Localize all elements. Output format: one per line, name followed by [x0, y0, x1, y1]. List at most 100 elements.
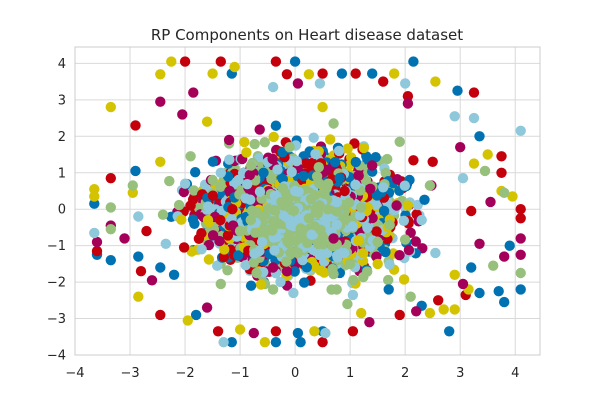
scatter-point: [207, 68, 218, 79]
chart-title: RP Components on Heart disease dataset: [151, 26, 463, 44]
scatter-point: [342, 298, 353, 310]
scatter-point: [399, 234, 411, 245]
scatter-point: [303, 69, 315, 80]
scatter-point: [499, 187, 510, 198]
scatter-point: [310, 148, 321, 160]
scatter-point: [105, 202, 117, 213]
scatter-point: [303, 213, 315, 224]
scatter-point: [362, 222, 373, 233]
scatter-point: [299, 277, 310, 288]
scatter-point: [196, 228, 207, 239]
scatter-point: [239, 136, 250, 148]
scatter-point: [234, 324, 246, 335]
scatter-point: [370, 152, 381, 163]
scatter-point: [392, 174, 403, 185]
scatter-point: [207, 174, 218, 186]
scatter-point: [338, 212, 349, 223]
scatter-point: [466, 205, 477, 217]
scatter-point: [354, 210, 366, 221]
scatter-point: [281, 69, 293, 80]
scatter-point: [270, 120, 282, 131]
scatter-point: [367, 160, 378, 171]
scatter-point: [474, 287, 485, 299]
data-points: [89, 56, 526, 348]
scatter-point: [455, 142, 466, 153]
scatter-point: [141, 225, 152, 237]
x-tick-label: −2: [175, 366, 194, 381]
scatter-point: [430, 76, 441, 87]
scatter-point: [468, 87, 480, 98]
scatter-point: [119, 233, 130, 244]
scatter-point: [331, 284, 342, 295]
scatter-point: [201, 116, 213, 127]
scatter-point: [308, 132, 319, 143]
scatter-point: [215, 181, 226, 192]
scatter-point: [292, 247, 304, 259]
scatter-point: [179, 178, 191, 189]
scatter-point: [402, 91, 414, 102]
scatter-point: [188, 87, 199, 98]
scatter-point: [223, 134, 235, 146]
scatter-point: [383, 284, 394, 295]
scatter-point: [515, 125, 526, 136]
scatter-point: [339, 185, 350, 197]
scatter-point: [241, 147, 252, 158]
scatter-point: [130, 120, 141, 131]
scatter-point: [507, 191, 518, 202]
scatter-point: [203, 254, 215, 265]
scatter-point: [515, 284, 526, 295]
scatter-point: [302, 237, 313, 249]
scatter-point: [305, 193, 317, 205]
scatter-point: [214, 235, 225, 247]
scatter-point: [155, 96, 166, 107]
scatter-point: [267, 81, 279, 93]
scatter-point: [176, 214, 187, 225]
scatter-point: [222, 265, 233, 276]
scatter-point: [135, 266, 147, 277]
scatter-point: [289, 56, 301, 67]
scatter-point: [202, 201, 214, 212]
scatter-point: [259, 337, 271, 348]
scatter-point: [350, 156, 361, 168]
scatter-point: [444, 326, 455, 337]
scatter-point: [389, 68, 400, 79]
scatter-point: [391, 200, 402, 211]
scatter-point: [356, 202, 367, 213]
scatter-point: [367, 68, 378, 79]
scatter-point: [190, 167, 201, 178]
scatter-point: [430, 247, 441, 259]
scatter-point: [332, 206, 343, 217]
scatter-point: [315, 224, 326, 235]
scatter-point: [155, 309, 166, 321]
scatter-point: [215, 278, 226, 290]
scatter-point: [372, 236, 383, 248]
x-tick-label: 2: [401, 366, 409, 381]
scatter-point: [284, 214, 295, 226]
scatter-point: [267, 262, 279, 273]
scatter-point: [515, 267, 526, 279]
scatter-point: [276, 196, 287, 208]
scatter-point: [317, 68, 328, 79]
scatter-point: [187, 214, 199, 225]
scatter-point: [105, 173, 117, 184]
scatter-point: [320, 327, 331, 339]
x-tick-label: 0: [291, 366, 299, 381]
scatter-point: [382, 153, 393, 165]
scatter-point: [358, 248, 369, 259]
scatter-point: [384, 219, 395, 231]
scatter-point: [499, 296, 510, 308]
scatter-point: [178, 242, 190, 253]
scatter-point: [185, 200, 196, 211]
scatter-point: [168, 269, 180, 280]
scatter-point: [270, 337, 282, 348]
scatter-point: [127, 180, 138, 191]
scatter-point: [273, 218, 284, 229]
scatter-point: [240, 260, 251, 271]
scatter-point: [402, 98, 414, 109]
x-tick-label: −1: [231, 366, 250, 381]
scatter-point: [245, 280, 257, 291]
scatter-point: [474, 131, 485, 142]
scatter-point: [284, 142, 295, 153]
scatter-point: [433, 295, 444, 306]
